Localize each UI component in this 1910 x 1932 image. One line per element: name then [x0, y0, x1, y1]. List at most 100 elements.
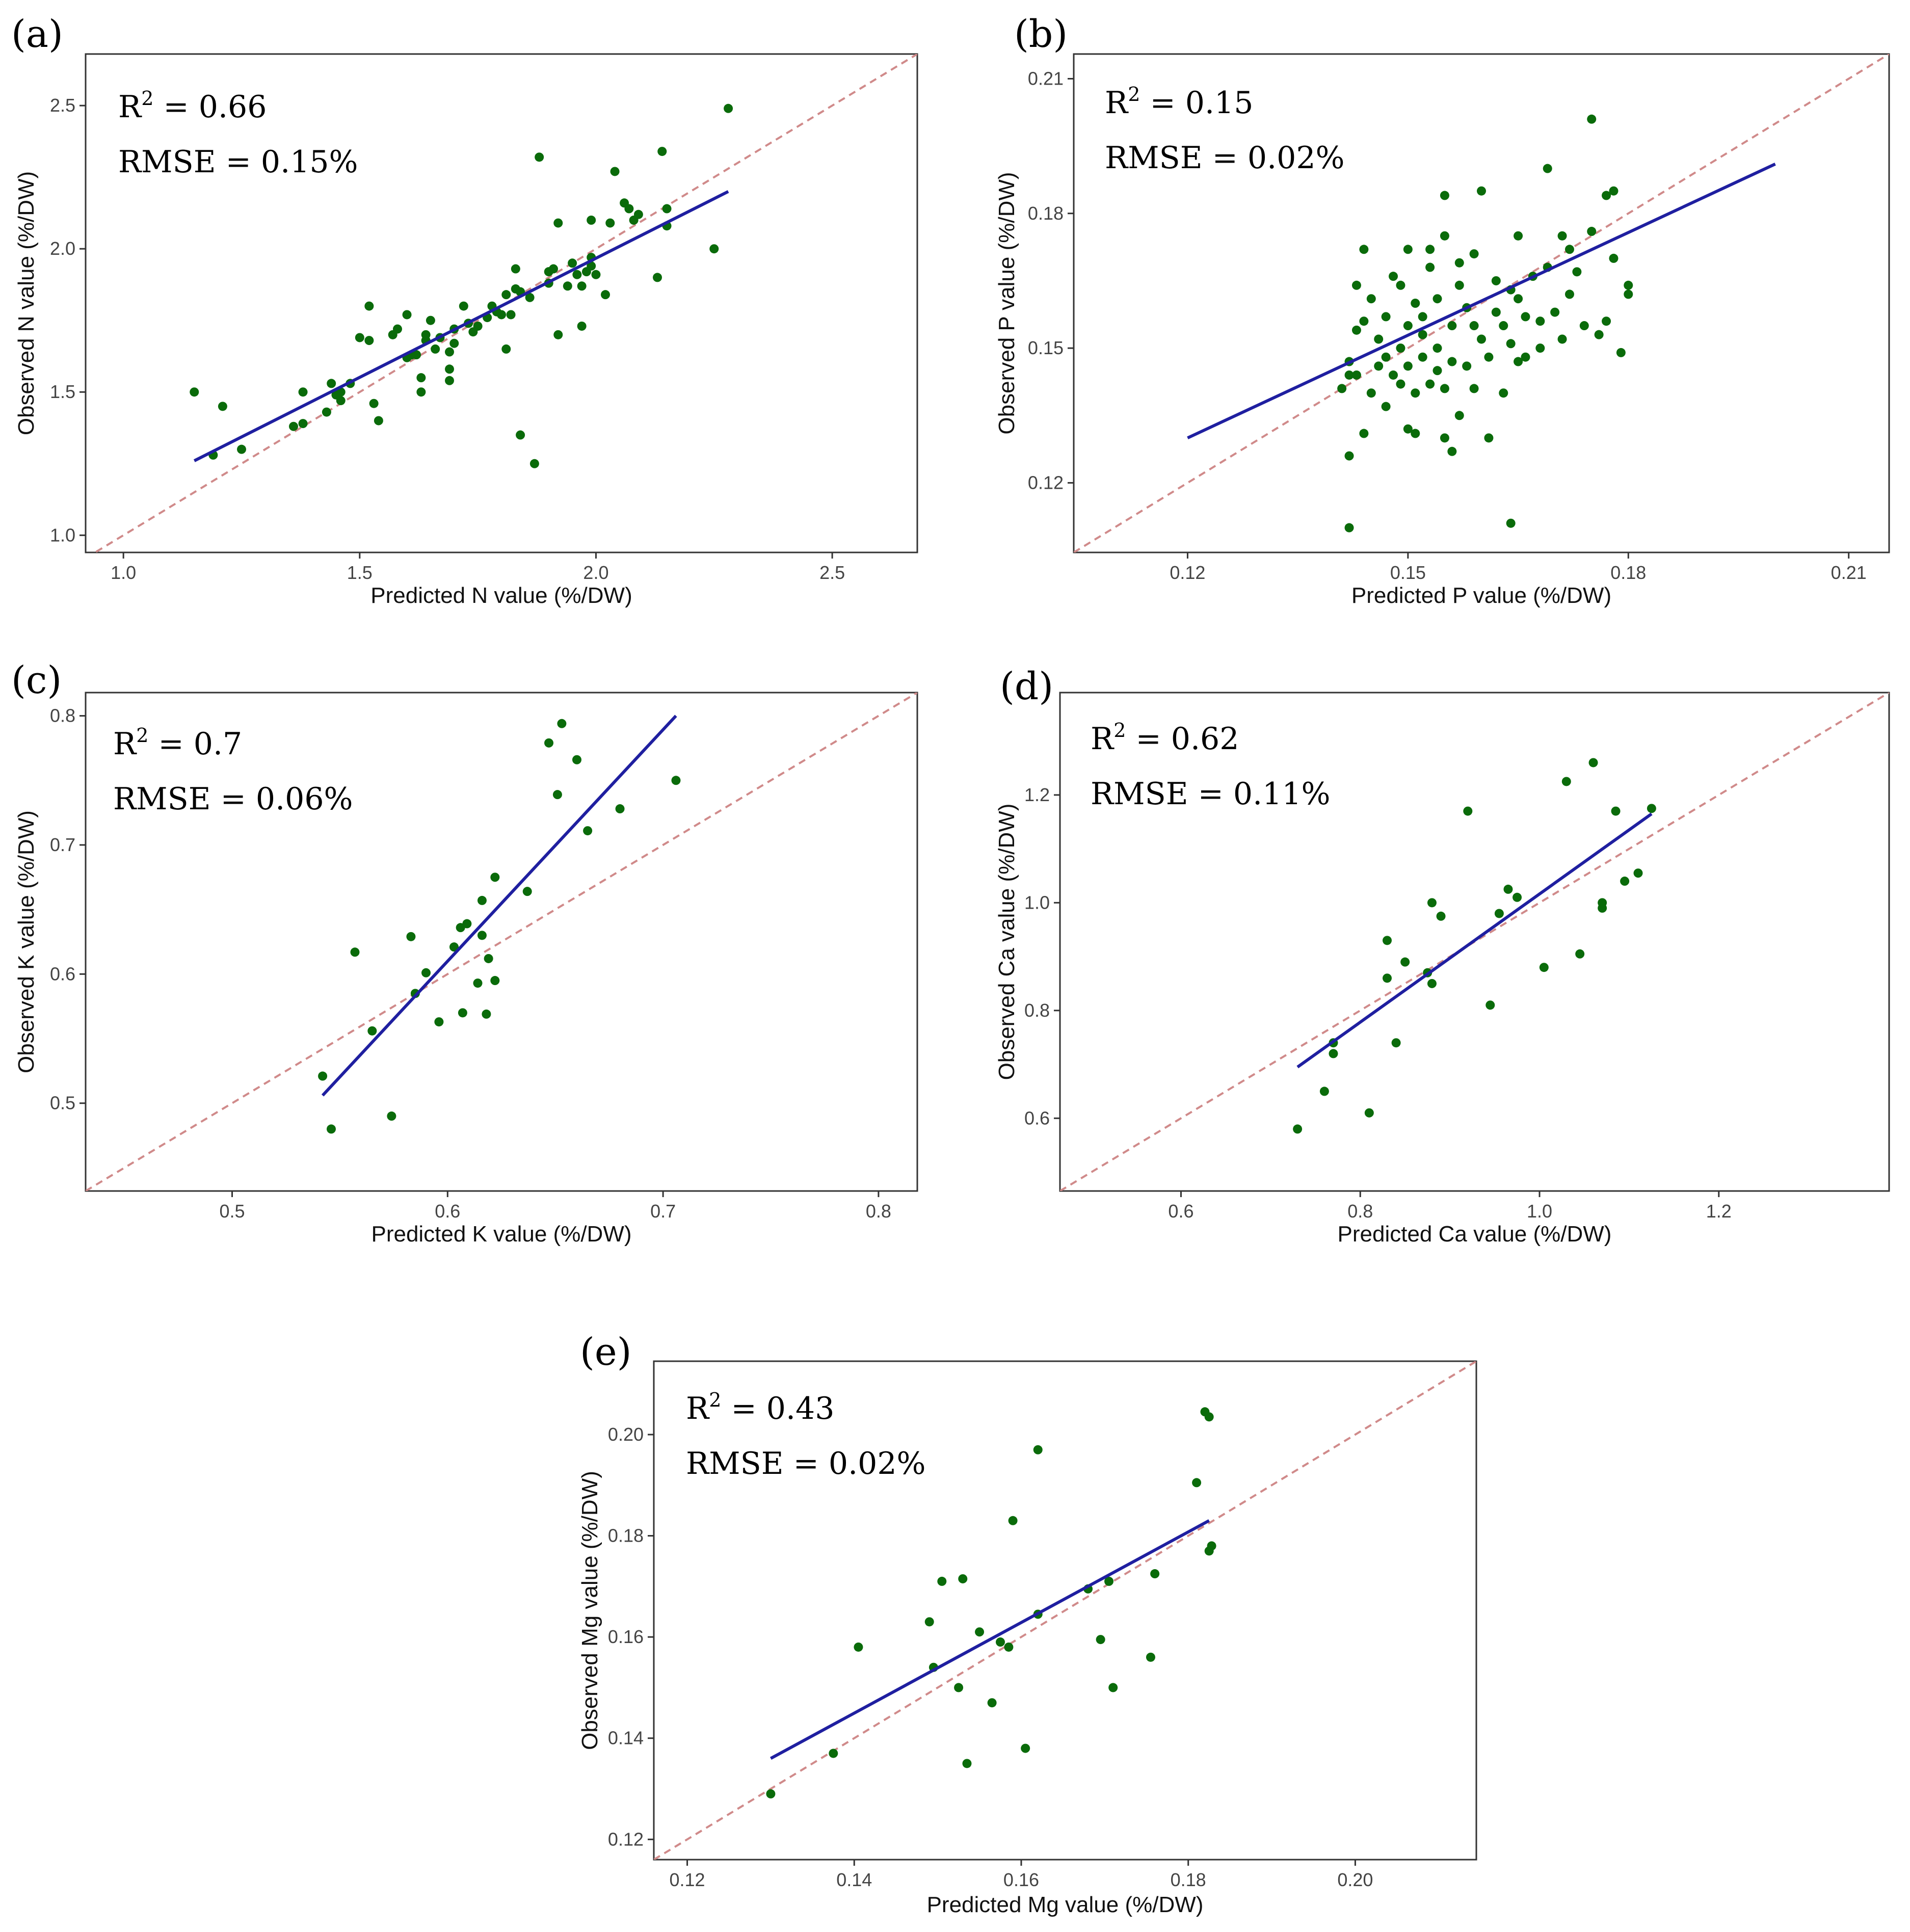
data-point — [552, 790, 562, 800]
r-squared-symbol: R — [686, 1391, 710, 1426]
x-tick-label: 0.6 — [1168, 1201, 1193, 1222]
panel-b: (b) 0.12 0.15 0.18 0.21 0.12 0.15 0.18 0.21 Predi… — [994, 12, 1890, 608]
data-point — [1436, 911, 1446, 921]
y-tick-label: 0.12 — [1028, 472, 1064, 493]
data-point — [1359, 245, 1369, 254]
r-squared-value: = 0.62 — [1126, 721, 1239, 757]
x-tick-label: 1.0 — [111, 562, 136, 583]
data-point — [1543, 164, 1552, 173]
data-point — [924, 1617, 934, 1627]
data-point — [1403, 424, 1413, 434]
panel-label: (b) — [1014, 12, 1068, 56]
data-point — [1359, 429, 1369, 438]
data-point — [336, 396, 346, 406]
y-tick-label: 2.0 — [50, 238, 75, 259]
data-point — [1440, 433, 1449, 443]
data-point — [1403, 321, 1413, 331]
r-squared-value: = 0.15 — [1140, 85, 1253, 121]
data-point — [445, 347, 454, 357]
data-point — [975, 1627, 985, 1637]
x-tick-label: 0.18 — [1610, 562, 1646, 583]
data-point — [1491, 307, 1501, 317]
x-tick-label: 1.0 — [1527, 1201, 1552, 1222]
data-point — [497, 310, 506, 320]
y-axis-title: Observed N value (%/DW) — [14, 171, 39, 435]
data-point — [1418, 312, 1427, 322]
data-point — [1396, 280, 1405, 290]
data-point — [458, 1008, 467, 1018]
data-point — [1572, 267, 1582, 277]
plot-area — [93, 54, 917, 552]
data-point — [1427, 898, 1437, 908]
y-axis-title: Observed Mg value (%/DW) — [577, 1471, 602, 1750]
plot-area — [1074, 54, 1889, 552]
plot-area — [654, 1361, 1476, 1860]
data-point — [1521, 312, 1530, 322]
data-point — [987, 1698, 997, 1708]
data-point — [1521, 352, 1530, 362]
data-point — [473, 321, 483, 331]
x-tick-label: 0.20 — [1337, 1869, 1373, 1890]
data-point — [501, 344, 511, 354]
data-point — [364, 301, 374, 311]
r-squared-exponent: 2 — [709, 1389, 721, 1411]
data-point — [1403, 361, 1413, 371]
data-point — [549, 264, 558, 274]
r-squared-symbol: R — [113, 726, 137, 762]
data-point — [1609, 186, 1619, 196]
data-point — [657, 147, 667, 156]
r-squared-annotation: R2 = 0.7 — [113, 724, 242, 762]
rmse-annotation: RMSE = 0.11% — [1091, 776, 1331, 812]
data-point — [1616, 348, 1626, 357]
data-point — [1351, 325, 1361, 335]
data-point — [525, 293, 535, 302]
data-point — [289, 421, 298, 431]
data-point — [1432, 294, 1442, 304]
data-point — [1108, 1683, 1118, 1692]
r-squared-annotation: R2 = 0.62 — [1091, 719, 1239, 757]
rmse-annotation: RMSE = 0.02% — [686, 1446, 926, 1481]
data-point — [829, 1749, 838, 1758]
y-axis-title: Observed K value (%/DW) — [14, 810, 39, 1073]
data-point — [1374, 334, 1384, 344]
data-point — [1427, 978, 1437, 988]
data-point — [563, 281, 572, 291]
data-point — [445, 364, 454, 374]
data-point — [1594, 330, 1604, 339]
data-point — [954, 1683, 964, 1692]
y-tick-label: 0.8 — [1024, 1000, 1050, 1021]
data-point — [1351, 370, 1361, 380]
data-point — [1602, 191, 1611, 200]
data-point — [1364, 1108, 1374, 1118]
data-point — [1396, 379, 1405, 389]
data-point — [434, 1017, 444, 1027]
data-point — [1440, 231, 1449, 241]
data-point — [449, 338, 459, 348]
data-point — [1602, 316, 1611, 326]
data-point — [1418, 330, 1427, 339]
data-point — [591, 270, 601, 279]
data-point — [1440, 191, 1449, 200]
data-point — [218, 402, 227, 411]
data-point — [1104, 1576, 1114, 1586]
panel-c: (c) 0.5 0.6 0.7 0.8 0.5 0.6 0.7 0.8 Predicted K v… — [11, 658, 918, 1247]
y-tick-label: 0.18 — [1028, 203, 1064, 224]
x-tick-label: 1.5 — [347, 562, 373, 583]
x-tick-label: 0.5 — [219, 1201, 245, 1222]
y-axis-title: Observed P value (%/DW) — [994, 172, 1019, 434]
fit-line — [1187, 163, 1776, 440]
data-point — [1550, 307, 1560, 317]
data-point — [1351, 280, 1361, 290]
data-point — [1411, 429, 1420, 438]
data-point — [1485, 1000, 1495, 1010]
data-point — [511, 264, 520, 274]
y-tick-label: 0.6 — [1024, 1107, 1050, 1128]
data-point — [1383, 936, 1392, 945]
data-point — [1337, 384, 1347, 393]
data-point — [1400, 957, 1410, 967]
r-squared-annotation: R2 = 0.15 — [1105, 83, 1253, 121]
x-tick-label: 0.8 — [1347, 1201, 1373, 1222]
data-point — [1611, 806, 1621, 816]
fit-line — [193, 190, 729, 462]
data-point — [1411, 388, 1420, 398]
